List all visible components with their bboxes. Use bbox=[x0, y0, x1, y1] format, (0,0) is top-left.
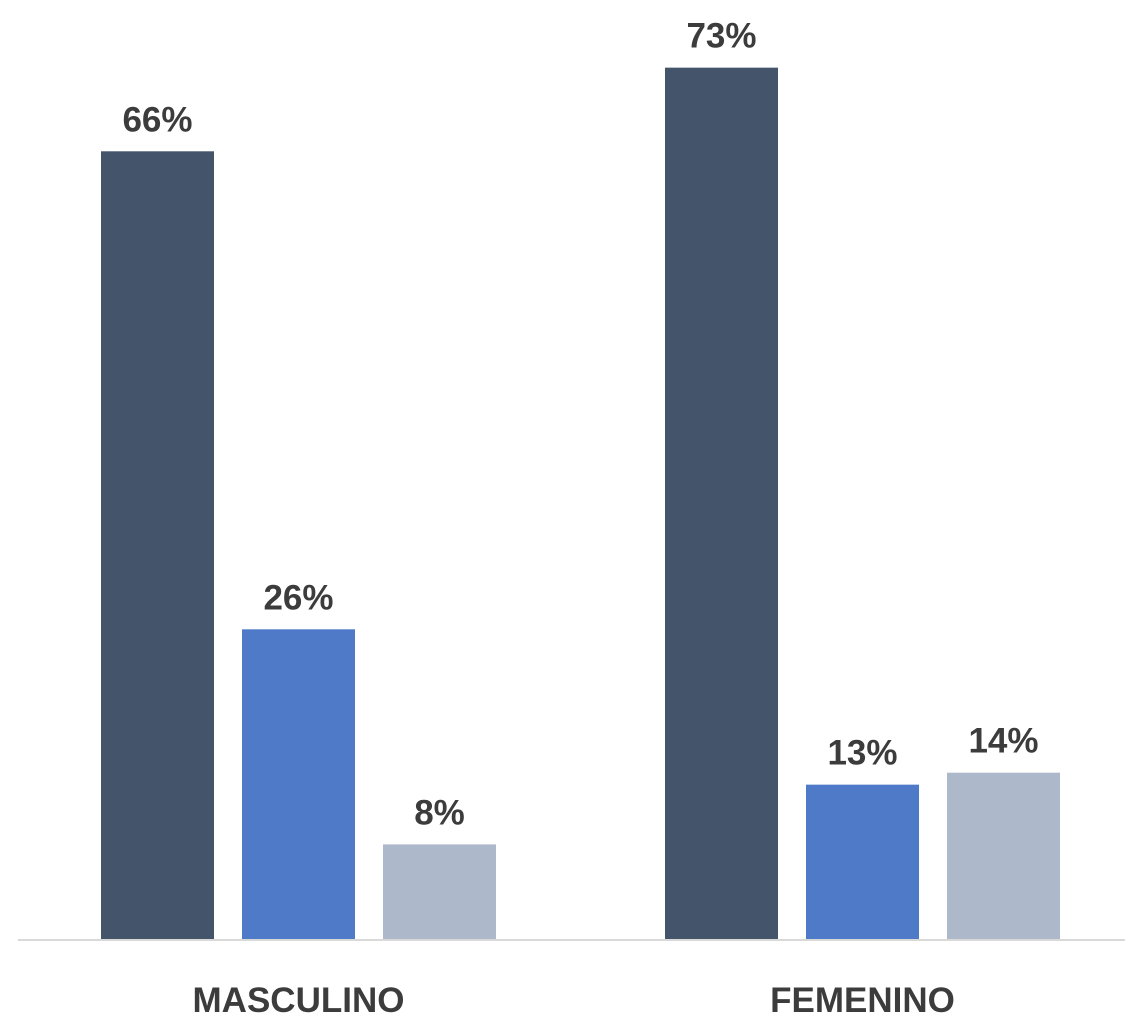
bar-femenino-3 bbox=[947, 772, 1060, 940]
bars-group bbox=[101, 67, 1060, 941]
category-labels-group: MASCULINO FEMENINO bbox=[193, 981, 955, 1014]
category-label-masculino: MASCULINO bbox=[193, 981, 405, 1014]
bar-femenino-2 bbox=[806, 784, 919, 940]
bar-masculino-2 bbox=[242, 629, 355, 940]
data-label-femenino-2: 13% bbox=[827, 734, 897, 773]
category-label-femenino: FEMENINO bbox=[770, 981, 955, 1014]
data-label-femenino-1: 73% bbox=[686, 17, 756, 56]
data-label-femenino-3: 14% bbox=[968, 722, 1038, 761]
data-label-masculino-1: 66% bbox=[122, 100, 192, 139]
bar-femenino-1 bbox=[665, 67, 778, 940]
bar-masculino-1 bbox=[101, 151, 214, 941]
bar-masculino-3 bbox=[383, 844, 496, 940]
data-label-masculino-2: 26% bbox=[263, 578, 333, 617]
data-label-masculino-3: 8% bbox=[414, 793, 465, 832]
data-labels-group: 66% 26% 8% 73% 13% 14% bbox=[122, 17, 1038, 833]
